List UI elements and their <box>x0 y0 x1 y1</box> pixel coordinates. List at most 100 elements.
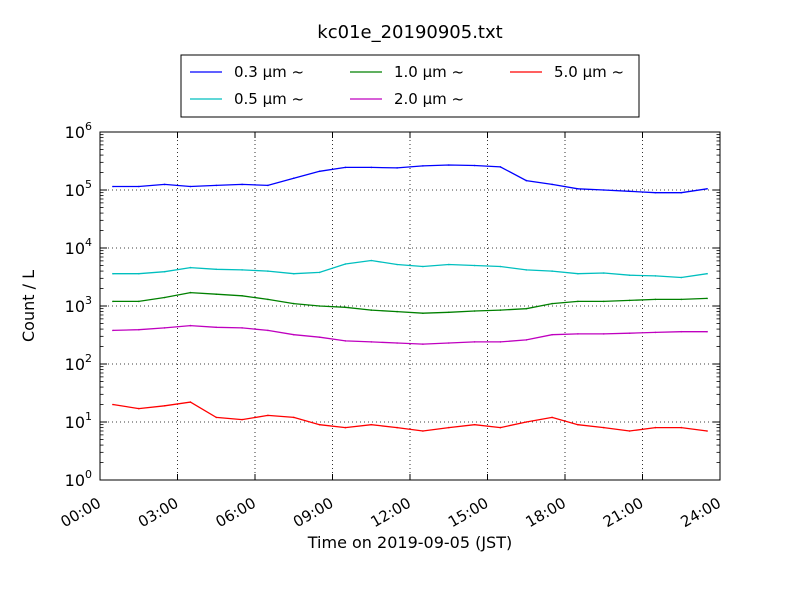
data-point <box>577 188 579 190</box>
data-point <box>499 166 502 168</box>
data-point <box>654 191 657 194</box>
data-point <box>422 312 424 315</box>
data-point <box>138 407 140 410</box>
data-point <box>267 270 269 272</box>
data-point <box>654 275 657 277</box>
data-point <box>138 300 140 303</box>
data-point <box>215 184 218 187</box>
series-line-1 <box>112 259 708 279</box>
data-point <box>112 300 114 303</box>
data-point <box>577 423 579 426</box>
data-point <box>680 330 683 333</box>
data-point <box>215 293 218 296</box>
data-point <box>396 342 398 344</box>
data-point <box>603 272 605 274</box>
x-tick-label: 24:00 <box>678 494 724 531</box>
data-point <box>163 296 166 299</box>
legend: 0.3 μm ~ 0.5 μm ~ 1.0 μm ~ 2.0 μm ~ 5.0 … <box>180 54 640 118</box>
legend-entry-2: 1.0 μm ~ <box>350 63 464 81</box>
data-point <box>138 185 140 188</box>
data-point <box>577 272 579 275</box>
data-point <box>680 276 683 279</box>
data-point <box>344 306 347 309</box>
data-point <box>293 302 295 305</box>
plot-frame <box>99 131 721 481</box>
data-point <box>654 426 657 429</box>
data-point <box>551 333 553 336</box>
legend-entry-4: 5.0 μm ~ <box>510 63 624 81</box>
data-point <box>138 272 140 275</box>
data-point <box>473 264 476 267</box>
data-point <box>448 342 450 344</box>
data-point <box>551 270 553 272</box>
data-point <box>448 263 450 266</box>
data-point <box>473 423 476 426</box>
data-point <box>628 190 631 193</box>
data-point <box>473 310 476 312</box>
data-point <box>215 326 218 329</box>
data-point <box>448 311 450 314</box>
data-point <box>706 272 708 275</box>
x-tick-labels: 00:00 03:00 06:00 09:00 12:00 15:00 18:00 21:00… <box>58 494 724 531</box>
data-point <box>680 426 683 429</box>
data-point <box>654 331 657 334</box>
legend-entry-1: 0.5 μm ~ <box>190 90 304 108</box>
data-point <box>370 259 373 262</box>
legend-label-2: 1.0 μm ~ <box>394 63 464 81</box>
data-point <box>706 188 708 190</box>
data-point <box>344 340 347 342</box>
legend-box <box>180 54 640 118</box>
series-group <box>112 164 708 432</box>
data-point <box>525 421 528 423</box>
data-point <box>499 426 502 429</box>
data-point <box>473 164 476 167</box>
series-line-2 <box>112 291 708 314</box>
y-tick-labels: 100 101 102 103 104 105 106 <box>65 120 92 490</box>
data-point <box>189 324 192 327</box>
y-tick-label: 102 <box>65 352 92 374</box>
data-point <box>318 336 321 339</box>
data-point <box>241 269 243 271</box>
data-point <box>189 401 192 403</box>
data-point <box>370 309 373 311</box>
x-tick-label: 03:00 <box>135 494 181 531</box>
data-point <box>318 305 321 307</box>
x-axis-label: Time on 2019-09-05 (JST) <box>307 533 512 552</box>
data-point <box>344 166 347 169</box>
y-tick-label: 101 <box>65 410 92 432</box>
data-point <box>293 272 295 275</box>
legend-label-0: 0.3 μm ~ <box>234 63 304 81</box>
y-tick-label: 103 <box>65 294 92 316</box>
data-point <box>318 271 321 274</box>
data-point <box>215 268 218 271</box>
y-tick-label: 105 <box>65 178 92 200</box>
data-point <box>112 185 114 188</box>
data-point <box>370 423 373 426</box>
data-point <box>654 298 657 301</box>
data-point <box>628 430 631 432</box>
data-point <box>241 295 243 297</box>
data-point <box>525 269 528 271</box>
data-point <box>603 189 605 191</box>
data-point <box>499 309 502 311</box>
data-point <box>628 274 631 277</box>
legend-entry-3: 2.0 μm ~ <box>350 90 464 108</box>
data-point <box>241 418 243 421</box>
data-point <box>628 299 631 302</box>
data-point <box>577 300 579 303</box>
data-point <box>138 328 140 331</box>
data-point <box>267 329 269 332</box>
data-point <box>241 327 243 329</box>
data-point <box>706 330 708 333</box>
data-point <box>241 183 243 186</box>
data-point <box>112 329 114 332</box>
legend-label-3: 2.0 μm ~ <box>394 90 464 108</box>
data-point <box>706 297 708 300</box>
data-point <box>551 416 553 419</box>
x-tick-label: 18:00 <box>523 494 569 531</box>
series-line-0 <box>112 164 708 194</box>
data-point <box>396 310 398 313</box>
data-point <box>112 272 114 275</box>
data-point <box>267 298 269 301</box>
